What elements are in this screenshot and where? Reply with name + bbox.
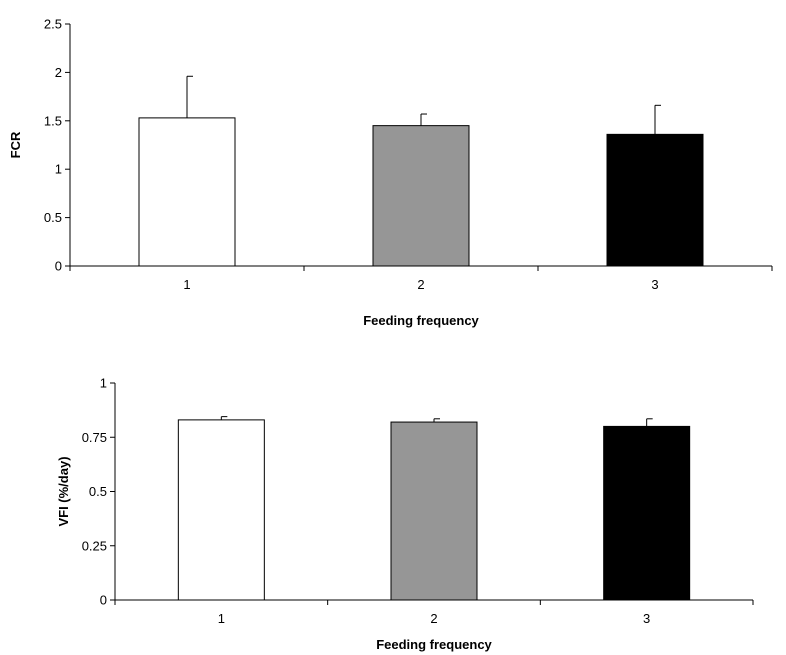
bar-3 [606,133,704,267]
fcr-chart: 0 0.5 1 1.5 2 2.5 1 2 3 FCR Feeding frequency [8,17,773,328]
y-tick-label: 1 [55,162,62,177]
y-tick-label: 2.5 [44,17,62,32]
y-tick-label: 1.5 [44,113,62,128]
y-tick-label: 2 [55,65,62,80]
y-tick-label: 0.75 [82,430,107,445]
x-tick-label: 2 [417,277,424,292]
x-axis-title: Feeding frequency [363,313,479,328]
y-tick-label: 0 [55,259,62,274]
bar-2 [372,125,470,267]
tick-labels: 0 0.5 1 1.5 2 2.5 1 2 3 [44,17,659,293]
y-axis-title: VFI (%/day) [56,456,71,526]
x-axis [69,265,773,271]
bar-3 [603,425,691,601]
x-axis-title: Feeding frequency [376,637,492,652]
error-bars [220,416,653,427]
bars [177,419,691,601]
x-axis [114,599,754,605]
x-tick-label: 3 [651,277,658,292]
y-axis [65,23,71,267]
x-tick-label: 3 [643,611,650,626]
bar-1 [138,117,236,267]
bar-2 [390,421,478,601]
bars [138,117,704,267]
tick-labels: 0 0.25 0.5 0.75 1 1 2 3 [82,376,651,627]
y-tick-label: 0 [100,593,107,608]
bar-1 [177,419,265,601]
y-tick-label: 0.5 [44,210,62,225]
y-tick-label: 1 [100,376,107,391]
x-tick-label: 1 [218,611,225,626]
vfi-chart: 0 0.25 0.5 0.75 1 1 2 3 VFI (%/day) Feeding fre… [56,376,754,652]
x-tick-label: 2 [430,611,437,626]
y-tick-label: 0.25 [82,538,107,553]
y-tick-label: 0.5 [89,484,107,499]
y-axis-title: FCR [8,131,23,158]
y-axis [110,382,116,601]
error-bars [186,75,661,135]
x-tick-label: 1 [183,277,190,292]
